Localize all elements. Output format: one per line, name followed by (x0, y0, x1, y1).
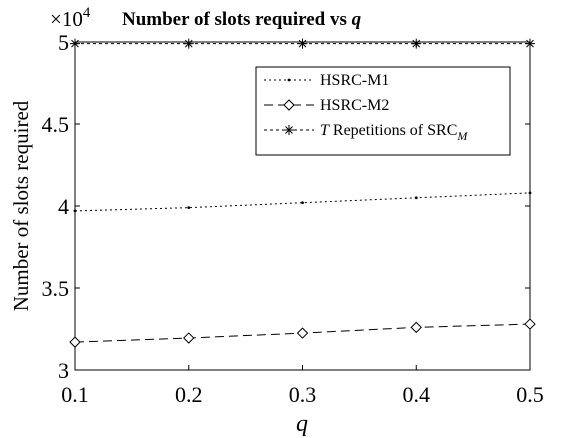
y-tick-label: 5 (58, 30, 69, 55)
data-point-2 (297, 38, 308, 49)
legend-label-repetitions: T Repetitions of SRCM (320, 122, 468, 143)
x-tick-label: 0.2 (175, 382, 203, 407)
data-point-2 (525, 38, 535, 49)
data-point-2 (411, 38, 422, 49)
y-exponent-label: ×104 (50, 5, 91, 31)
y-tick-label: 4 (58, 194, 69, 219)
legend-items (264, 78, 314, 135)
data-point-2 (70, 38, 80, 49)
axis-ticks: 3 3.5 4 4.5 5 0.1 0.2 0.3 0.4 0.5 (42, 30, 544, 407)
y-tick-label: 3 (58, 358, 69, 383)
legend-marker-0 (287, 78, 291, 82)
legend-label-repetitions-t: T (320, 122, 330, 139)
data-point-0 (528, 191, 532, 195)
legend-label-hsrc-m2: HSRC-M2 (320, 97, 389, 114)
x-tick-label: 0.3 (289, 382, 317, 407)
data-point-1 (410, 321, 422, 334)
legend-marker-1 (283, 99, 295, 111)
chart-title-variable: q (352, 9, 362, 30)
data-point-2 (183, 38, 194, 49)
data-point-0 (73, 209, 77, 213)
data-point-0 (301, 201, 304, 205)
legend-label-repetitions-sub: M (456, 129, 468, 143)
y-tick-label: 4.5 (42, 112, 70, 137)
data-point-1 (183, 332, 195, 344)
legend-marker-2 (284, 125, 294, 135)
series-group (69, 38, 536, 348)
x-tick-label: 0.5 (516, 382, 544, 407)
data-point-0 (187, 206, 191, 210)
y-exponent-multiplier: ×10 (50, 7, 83, 31)
x-axis-label: q (296, 411, 308, 437)
legend-label-hsrc-m1: HSRC-M1 (320, 72, 389, 89)
y-tick-label: 3.5 (42, 276, 70, 301)
legend-box (255, 66, 511, 156)
x-tick-label: 0.4 (403, 382, 431, 407)
chart-title-text: Number of slots required vs (122, 9, 347, 30)
legend: HSRC-M1 HSRC-M2 T Repetitions of SRCM (255, 66, 511, 156)
data-point-0 (414, 196, 418, 200)
data-point-1 (69, 336, 81, 348)
series-line-0 (74, 192, 531, 212)
y-axis-label: Number of slots required (9, 100, 33, 311)
x-tick-label: 0.1 (61, 382, 89, 407)
data-point-1 (296, 327, 309, 339)
chart-title: Number of slots required vs q (122, 9, 362, 30)
y-exponent-power: 4 (83, 5, 91, 21)
data-point-1 (524, 318, 536, 330)
legend-label-repetitions-text: Repetitions of SRC (329, 122, 457, 139)
